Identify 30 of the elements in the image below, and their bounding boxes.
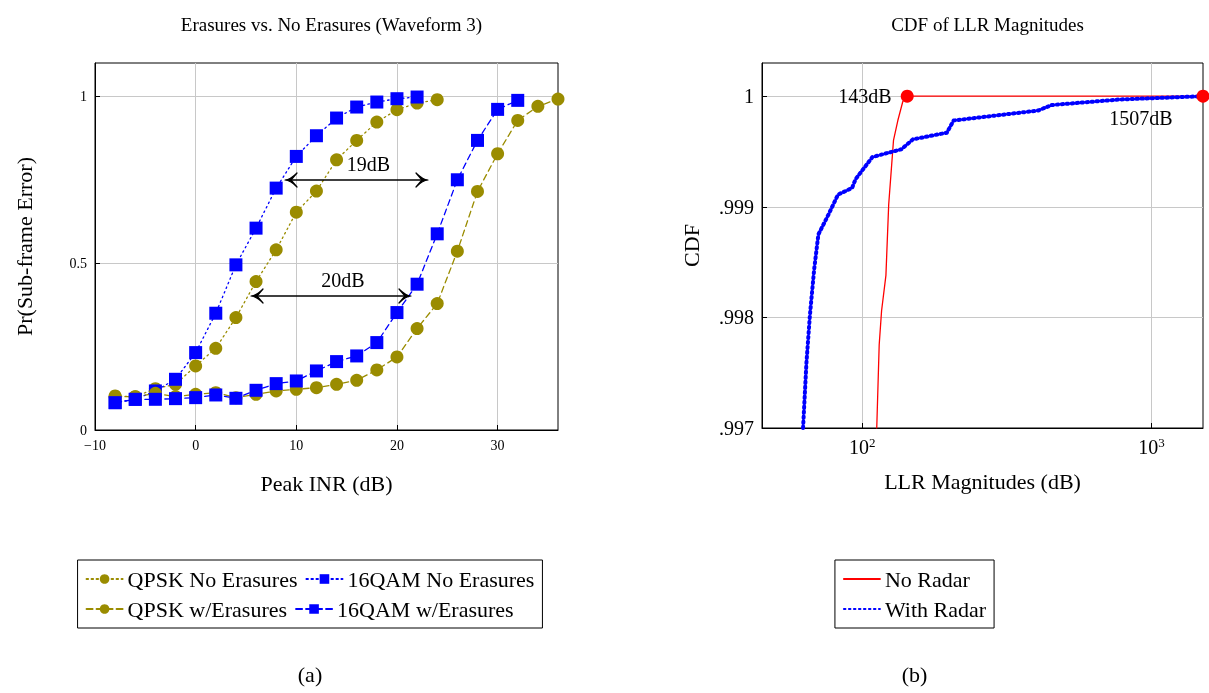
legend-label: QPSK No Erasures — [127, 566, 298, 592]
x-tick-label: 10 — [289, 437, 304, 453]
y-axis-title: CDF — [678, 224, 704, 267]
annotation: 19dB — [346, 153, 391, 175]
legend-label: 16QAM w/Erasures — [337, 596, 514, 622]
y-axis-title: Pr(Sub-frame Error) — [11, 157, 37, 336]
text: (a) — [297, 661, 323, 687]
y-tick-label: 0 — [80, 422, 87, 438]
x-tick-label: −10 — [84, 437, 106, 453]
y-tick-label: .998 — [719, 306, 754, 329]
legend-label: QPSK w/Erasures — [127, 596, 288, 622]
x-tick-label: 0 — [192, 437, 200, 453]
x-tick-label: 30 — [490, 437, 505, 453]
y-tick-label: 0.5 — [69, 255, 87, 271]
legend-label: With Radar — [884, 596, 987, 622]
legend-label: 16QAM No Erasures — [347, 566, 535, 592]
y-tick-label: 1 — [80, 88, 87, 104]
x-axis-title: Peak INR (dB) — [260, 470, 393, 496]
annotation: 143dB — [838, 85, 892, 108]
chart-title: CDF of LLR Magnitudes — [891, 14, 1084, 35]
x-tick-label: 20 — [389, 437, 404, 453]
y-tick-label: .997 — [719, 417, 754, 439]
y-tick-label: .999 — [719, 195, 754, 218]
text: (b) — [901, 661, 928, 687]
y-tick-label: 1 — [744, 85, 754, 108]
annotation: 20dB — [321, 269, 365, 291]
x-axis-title: LLR Magnitudes (dB) — [884, 468, 1081, 494]
legend-label: No Radar — [884, 566, 971, 592]
chart-title: Erasures vs. No Erasures (Waveform 3) — [180, 14, 483, 36]
annotation: 1507dB — [1109, 106, 1173, 129]
